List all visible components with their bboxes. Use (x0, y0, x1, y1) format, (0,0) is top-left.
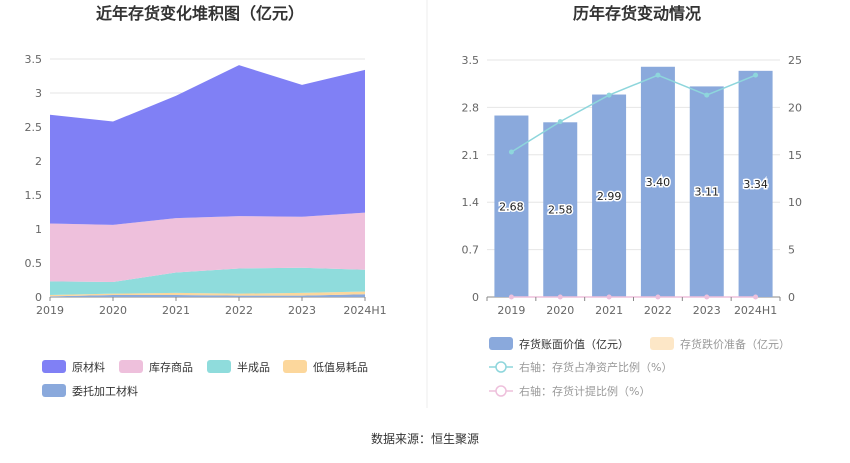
right-y2-tick: 15 (788, 149, 802, 162)
left-x-tick: 2021 (162, 304, 190, 317)
area-series-2 (50, 267, 365, 295)
legend-item-book-value[interactable]: 存货账面价值（亿元） (489, 337, 629, 351)
right-x-tick: 2022 (644, 304, 672, 317)
line-point (557, 119, 563, 125)
right-y2-tick: 0 (788, 291, 795, 304)
legend-label: 半成品 (237, 360, 270, 374)
bar-2023 (689, 86, 724, 297)
area-series-0 (50, 65, 365, 225)
right-x-tick: 2021 (595, 304, 623, 317)
line-series-0 (511, 74, 756, 153)
area-series-3 (50, 291, 365, 297)
legend-item-1[interactable]: 库存商品 (119, 360, 193, 374)
line-point (655, 294, 661, 300)
left-y-tick: 3.5 (25, 53, 43, 66)
bar-line-chart: 历年存货变动情况 2.68 2.58 2.99 3.40 3.11 3.34 0 0.7 1.… (462, 4, 803, 398)
legend-marker (495, 361, 507, 373)
legend-swatch (650, 337, 674, 350)
bar-2020 (543, 122, 578, 297)
legend-swatch (207, 360, 231, 373)
left-y-tick: 0 (35, 291, 42, 304)
legend-label: 低值易耗品 (313, 361, 368, 374)
legend-item-3[interactable]: 低值易耗品 (283, 360, 368, 374)
legend-item-line-0[interactable]: 右轴：存货占净资产比例（%） (489, 360, 672, 374)
bar-label: 2.68 (499, 200, 524, 213)
right-y-tick: 3.5 (462, 54, 480, 67)
bar-label: 2.58 (548, 204, 573, 217)
legend-swatch (42, 384, 66, 397)
left-x-tick: 2020 (99, 304, 127, 317)
left-y-tick: 1 (35, 223, 42, 236)
bar-2022 (640, 66, 675, 298)
bar-label: 3.11 (695, 186, 720, 199)
right-y2-tick: 5 (788, 244, 795, 257)
left-chart-title: 近年存货变化堆积图（亿元） (96, 4, 304, 23)
legend-swatch (283, 360, 307, 373)
right-y2-tick: 25 (788, 54, 802, 67)
area-series-1 (50, 212, 365, 283)
bar-2021 (592, 94, 627, 297)
legend-label: 委托加工材料 (72, 384, 138, 398)
legend-label: 存货跌价准备（亿元） (680, 337, 790, 351)
line-point (606, 294, 612, 300)
legend-label: 右轴：存货占净资产比例（%） (519, 360, 672, 374)
left-y-tick: 1.5 (25, 189, 43, 202)
legend-label: 原材料 (72, 360, 105, 374)
legend-item-2[interactable]: 半成品 (207, 360, 270, 374)
line-point (508, 294, 514, 300)
legend-label: 库存商品 (149, 360, 193, 374)
stacked-area-chart: 近年存货变化堆积图（亿元） 0 0.5 1 1.5 2 2.5 3 3.5 2019 2020 2… (25, 4, 387, 398)
left-x-tick: 2023 (288, 304, 316, 317)
left-y-tick: 2 (35, 155, 42, 168)
right-x-tick: 2024H1 (734, 304, 777, 317)
legend-swatch (42, 360, 66, 373)
legend-swatch (489, 337, 513, 350)
right-y-tick: 0.7 (462, 244, 480, 257)
bar-label: 3.34 (743, 178, 768, 191)
left-x-tick: 2024H1 (343, 304, 386, 317)
line-point (557, 294, 563, 300)
right-y2-tick: 10 (788, 196, 802, 209)
legend-item-impairment[interactable]: 存货跌价准备（亿元） (650, 337, 790, 351)
line-point (704, 92, 710, 98)
line-point (606, 92, 612, 98)
right-chart-title: 历年存货变动情况 (573, 4, 701, 23)
right-x-tick: 2023 (693, 304, 721, 317)
right-y-tick: 2.1 (462, 149, 480, 162)
legend-label: 存货账面价值（亿元） (519, 337, 629, 351)
legend-marker (495, 385, 507, 397)
legend-label: 右轴：存货计提比例（%） (519, 384, 650, 398)
line-point (753, 72, 759, 78)
data-source: 数据来源：恒生聚源 (371, 431, 479, 446)
bar-2024H1 (738, 70, 773, 297)
bar-label: 2.99 (597, 190, 622, 203)
legend-item-4[interactable]: 委托加工材料 (42, 384, 138, 398)
line-point (753, 294, 759, 300)
line-point (508, 149, 514, 155)
left-x-tick: 2022 (225, 304, 253, 317)
right-x-tick: 2020 (546, 304, 574, 317)
left-x-tick: 2019 (36, 304, 64, 317)
line-point (704, 294, 710, 300)
legend-swatch (119, 360, 143, 373)
right-x-tick: 2019 (497, 304, 525, 317)
legend-item-line-1[interactable]: 右轴：存货计提比例（%） (489, 384, 650, 398)
left-y-tick: 0.5 (25, 257, 43, 270)
right-y-tick: 0 (472, 291, 479, 304)
bar-label: 3.40 (646, 176, 671, 189)
legend-item-0[interactable]: 原材料 (42, 360, 105, 374)
line-point (655, 72, 661, 78)
left-y-tick: 2.5 (25, 121, 43, 134)
right-y-tick: 2.8 (462, 101, 480, 114)
right-y2-tick: 20 (788, 101, 802, 114)
right-y-tick: 1.4 (462, 196, 480, 209)
left-y-tick: 3 (35, 87, 42, 100)
